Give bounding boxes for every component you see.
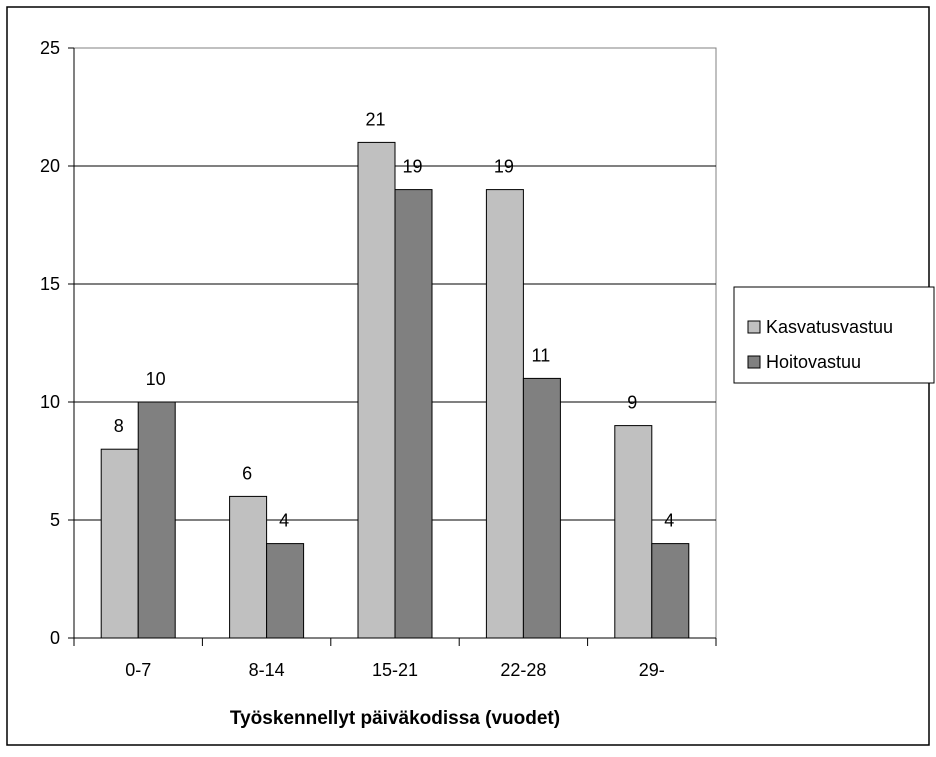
y-tick-label: 20	[40, 156, 60, 176]
legend-label-kasvatusvastuu: Kasvatusvastuu	[766, 317, 893, 337]
legend-box	[733, 286, 935, 384]
bar-kasvatusvastuu	[614, 425, 653, 639]
bar-hoitovastuu	[394, 189, 433, 639]
x-tick-label: 0-7	[125, 660, 151, 680]
data-labels: 8 6 21 19 9 10 4 19 11 4	[114, 109, 675, 530]
x-tick-label: 8-14	[249, 660, 285, 680]
bar-kasvatusvastuu	[100, 448, 139, 639]
y-tick-label: 5	[50, 510, 60, 530]
legend: Kasvatusvastuu Hoitovastuu	[733, 286, 935, 384]
y-tick-label: 0	[50, 628, 60, 648]
data-label-kasvatusvastuu: 21	[365, 109, 385, 129]
bar-kasvatusvastuu	[229, 495, 268, 639]
bar-kasvatusvastuu	[357, 141, 396, 639]
bar-hoitovastuu	[266, 543, 305, 639]
legend-swatch-kasvatusvastuu	[747, 320, 761, 334]
data-label-hoitovastuu: 4	[279, 511, 289, 531]
x-tick-label: 22-28	[500, 660, 546, 680]
data-label-kasvatusvastuu: 6	[242, 463, 252, 483]
data-label-hoitovastuu: 4	[664, 511, 674, 531]
data-label-kasvatusvastuu: 19	[494, 157, 514, 177]
data-label-hoitovastuu: 10	[146, 369, 166, 389]
bar-kasvatusvastuu	[485, 189, 524, 639]
data-label-kasvatusvastuu: 9	[627, 393, 637, 413]
y-tick-label: 25	[40, 38, 60, 58]
x-tick-label: 15-21	[372, 660, 418, 680]
axes: 0 5 10 15 20 25 0-7 8-14 15-21 22-28 29-	[40, 38, 717, 680]
legend-label-hoitovastuu: Hoitovastuu	[766, 352, 861, 372]
bar-hoitovastuu	[137, 401, 176, 639]
data-label-hoitovastuu: 11	[532, 345, 551, 365]
y-tick-label: 15	[40, 274, 60, 294]
x-tick-label: 29-	[639, 660, 665, 680]
bar-hoitovastuu	[651, 543, 690, 639]
data-label-kasvatusvastuu: 8	[114, 416, 124, 436]
bar-hoitovastuu	[522, 377, 561, 639]
bars	[100, 141, 690, 639]
legend-swatch-hoitovastuu	[747, 355, 761, 369]
x-axis-title: Työskennellyt päiväkodissa (vuodet)	[230, 708, 560, 729]
data-label-hoitovastuu: 19	[402, 157, 422, 177]
y-tick-label: 10	[40, 392, 60, 412]
